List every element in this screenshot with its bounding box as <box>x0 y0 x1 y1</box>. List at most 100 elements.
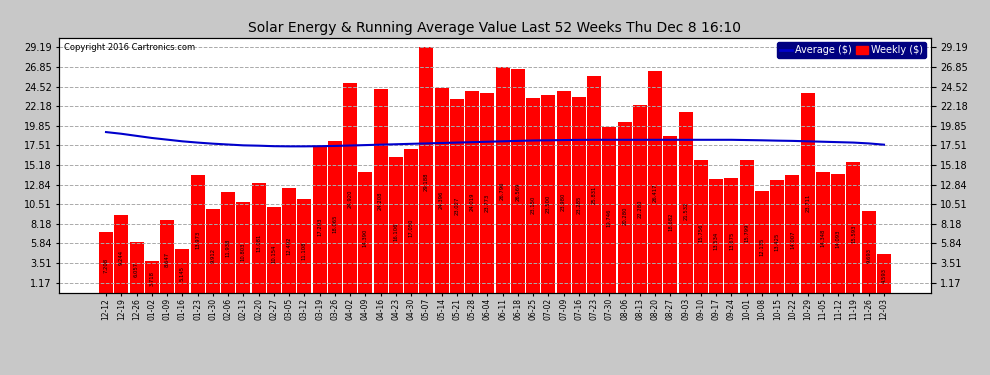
Text: 25.831: 25.831 <box>592 186 597 204</box>
Bar <box>190 175 205 292</box>
Bar <box>770 180 784 292</box>
Bar <box>587 75 601 292</box>
Text: 23.285: 23.285 <box>576 195 581 214</box>
Text: 17.293: 17.293 <box>317 218 322 236</box>
Text: 18.065: 18.065 <box>333 215 338 234</box>
Text: 23.027: 23.027 <box>454 196 459 214</box>
Bar <box>313 147 327 292</box>
Text: 13.081: 13.081 <box>256 234 261 252</box>
Text: 9.693: 9.693 <box>866 248 871 263</box>
Text: 6.057: 6.057 <box>134 262 139 277</box>
Bar <box>389 157 403 292</box>
Bar <box>282 188 296 292</box>
Text: 16.106: 16.106 <box>393 222 398 241</box>
Text: 11.108: 11.108 <box>302 241 307 260</box>
Text: 14.348: 14.348 <box>821 229 826 248</box>
Bar <box>449 99 464 292</box>
Bar <box>404 149 418 292</box>
Bar <box>602 127 617 292</box>
Bar <box>740 160 753 292</box>
Bar <box>572 97 586 292</box>
Bar <box>496 68 510 292</box>
Bar <box>221 192 235 292</box>
Text: 12.492: 12.492 <box>286 236 292 255</box>
Text: 29.188: 29.188 <box>424 173 429 191</box>
Bar <box>206 209 220 292</box>
Text: 26.569: 26.569 <box>516 183 521 201</box>
Bar <box>816 172 830 292</box>
Text: 10.803: 10.803 <box>241 243 246 261</box>
Bar <box>556 91 570 292</box>
Text: 17.050: 17.050 <box>409 219 414 237</box>
Bar <box>542 95 555 292</box>
Text: 23.711: 23.711 <box>805 194 810 212</box>
Text: 24.396: 24.396 <box>440 191 445 210</box>
Text: 13.973: 13.973 <box>195 231 200 249</box>
Text: 23.980: 23.980 <box>561 193 566 211</box>
Text: 9.244: 9.244 <box>119 250 124 265</box>
Bar <box>633 105 646 292</box>
Text: 15.799: 15.799 <box>744 224 749 242</box>
Bar <box>237 202 250 292</box>
Text: 15.756: 15.756 <box>698 224 704 242</box>
Bar <box>373 89 388 292</box>
Bar <box>663 136 677 292</box>
Text: 24.019: 24.019 <box>469 192 474 211</box>
Bar <box>328 141 342 292</box>
Text: 23.773: 23.773 <box>485 194 490 212</box>
Bar <box>145 261 158 292</box>
Legend: Average ($), Weekly ($): Average ($), Weekly ($) <box>777 42 926 58</box>
Bar <box>511 69 525 292</box>
Bar <box>160 220 174 292</box>
Bar <box>709 179 724 292</box>
Bar <box>877 254 891 292</box>
Text: 26.796: 26.796 <box>500 182 505 201</box>
Text: 24.208: 24.208 <box>378 192 383 210</box>
Text: 13.675: 13.675 <box>729 232 734 250</box>
Bar <box>114 215 129 292</box>
Text: 18.682: 18.682 <box>668 213 673 231</box>
Bar <box>297 199 311 292</box>
Text: 22.280: 22.280 <box>638 199 643 217</box>
Bar <box>801 93 815 292</box>
Bar <box>344 83 357 292</box>
Bar <box>785 175 800 292</box>
Bar <box>175 249 189 292</box>
Text: 14.093: 14.093 <box>836 230 841 248</box>
Bar <box>130 242 144 292</box>
Text: 9.912: 9.912 <box>210 248 215 262</box>
Text: 23.150: 23.150 <box>531 196 536 214</box>
Bar <box>694 160 708 292</box>
Text: 24.920: 24.920 <box>347 189 352 207</box>
Bar <box>480 93 494 292</box>
Bar <box>618 122 632 292</box>
Bar <box>99 232 113 292</box>
Bar <box>846 162 860 292</box>
Bar <box>420 47 434 292</box>
Text: 14.007: 14.007 <box>790 230 795 249</box>
Text: 8.647: 8.647 <box>164 252 169 267</box>
Bar <box>266 207 281 292</box>
Bar <box>358 172 372 292</box>
Text: 15.593: 15.593 <box>851 224 856 243</box>
Text: 10.154: 10.154 <box>271 245 276 263</box>
Text: 7.208: 7.208 <box>104 258 109 273</box>
Bar <box>755 190 769 292</box>
Text: 23.500: 23.500 <box>545 195 550 213</box>
Text: 13.425: 13.425 <box>775 232 780 251</box>
Bar <box>465 91 479 292</box>
Text: 13.534: 13.534 <box>714 232 719 251</box>
Text: 20.280: 20.280 <box>622 207 627 225</box>
Text: 11.938: 11.938 <box>226 238 231 256</box>
Text: 14.390: 14.390 <box>363 229 368 247</box>
Text: 5.145: 5.145 <box>180 266 185 280</box>
Bar <box>861 211 876 292</box>
Bar <box>725 178 739 292</box>
Title: Solar Energy & Running Average Value Last 52 Weeks Thu Dec 8 16:10: Solar Energy & Running Average Value Las… <box>248 21 742 35</box>
Bar <box>679 112 693 292</box>
Text: Copyright 2016 Cartronics.com: Copyright 2016 Cartronics.com <box>63 43 195 52</box>
Bar <box>832 174 845 292</box>
Text: 21.532: 21.532 <box>683 202 688 220</box>
Bar <box>648 70 662 292</box>
Text: 19.746: 19.746 <box>607 209 612 227</box>
